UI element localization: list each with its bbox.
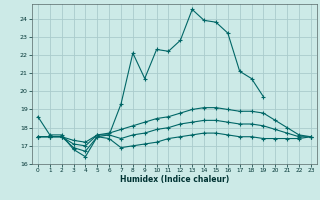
X-axis label: Humidex (Indice chaleur): Humidex (Indice chaleur) [120, 175, 229, 184]
